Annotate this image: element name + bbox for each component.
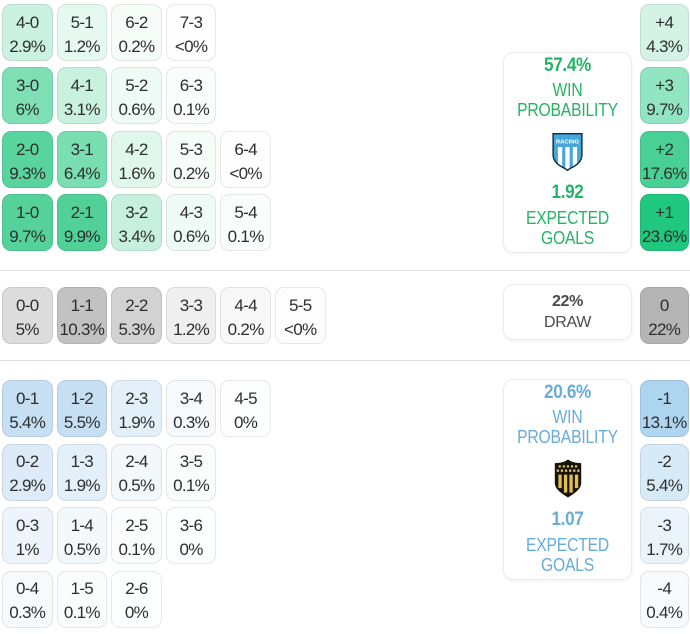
svg-text:RACING: RACING bbox=[556, 139, 580, 145]
